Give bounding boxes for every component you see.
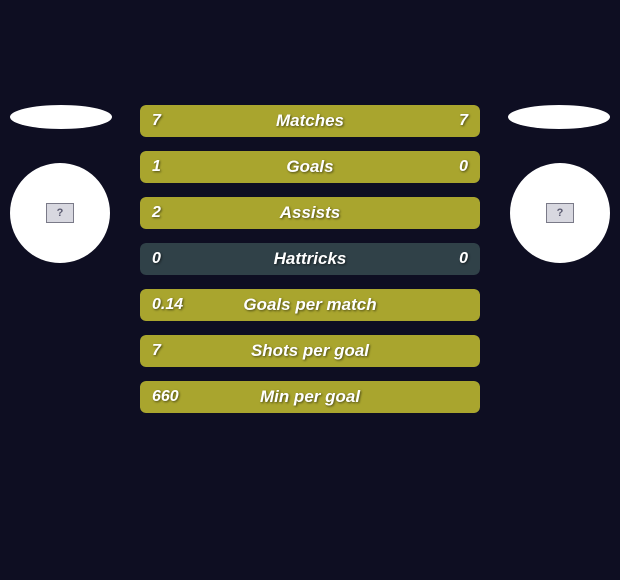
stat-bar-right [310,105,480,137]
stat-rows: 77Matches 10Goals 2Assists 00Hattricks 0.14G… [140,105,480,413]
stat-bar-left [140,105,310,137]
player2-top-ellipse [508,105,610,129]
player1-top-ellipse [10,105,112,129]
stat-row: 7Shots per goal [140,335,480,367]
stat-row: 0.14Goals per match [140,289,480,321]
stat-row: 2Assists [140,197,480,229]
stat-row: 00Hattricks [140,243,480,275]
stat-bar-full [140,289,480,321]
stat-row: 660Min per goal [140,381,480,413]
stat-bar-full [140,335,480,367]
question-icon: ? [57,207,64,219]
stat-row: 77Matches [140,105,480,137]
chart-area: ? ? 77Matches 10Goals 2Assists 00Hattricks 0… [0,105,620,413]
stat-bar-right [402,151,480,183]
player2-flag-placeholder: ? [546,203,574,223]
player1-flag-placeholder: ? [46,203,74,223]
stat-bar-left [140,151,402,183]
player2-avatar-circle: ? [510,163,610,263]
player1-avatar-circle: ? [10,163,110,263]
stat-bar-full [140,381,480,413]
stat-bar-full [140,197,480,229]
stat-row: 10Goals [140,151,480,183]
question-icon: ? [557,207,564,219]
stat-row-bg [140,243,480,275]
